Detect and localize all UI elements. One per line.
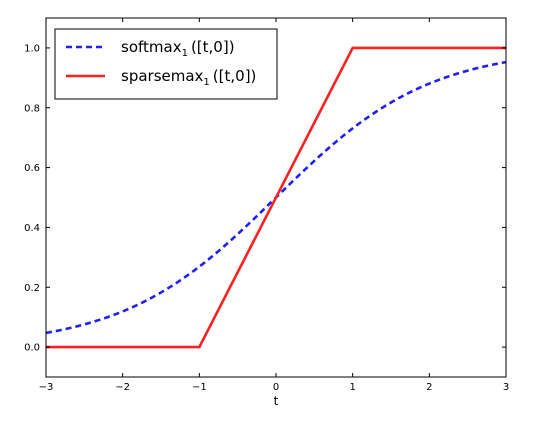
series-line-sparsemax (46, 46, 506, 349)
y-tick-label: 0.8 (24, 103, 40, 114)
x-tick-label: −1 (192, 382, 207, 393)
y-tick-label: 0.0 (24, 343, 40, 354)
y-tick-label: 0.4 (24, 223, 40, 234)
x-tick-label: −2 (115, 382, 130, 393)
y-tick-label: 1.0 (24, 43, 40, 54)
legend-label-sparsemax-sub: 1 (203, 77, 209, 88)
x-axis-label: t (274, 394, 279, 408)
x-tick-label: 2 (426, 382, 432, 393)
legend-label-sparsemax-main: sparsemax (121, 67, 204, 85)
y-tick-label: 0.2 (24, 283, 40, 294)
legend-label-softmax-sub: 1 (182, 48, 188, 59)
x-tick-label: 0 (273, 382, 279, 393)
legend-box (54, 28, 278, 100)
plot-area (46, 46, 506, 349)
legend-label-sparsemax: sparsemax1 ([t,0]) (121, 67, 256, 88)
plot-frame (45, 17, 507, 378)
x-tick-label: 3 (503, 382, 509, 393)
legend-label-softmax: softmax1 ([t,0]) (121, 38, 235, 59)
legend: softmax1 ([t,0]) sparsemax1 ([t,0]) (54, 28, 278, 100)
x-tick-label: 1 (349, 382, 355, 393)
x-tick-label: −3 (39, 382, 54, 393)
y-tick-label: 0.6 (24, 163, 40, 174)
legend-label-sparsemax-args: ([t,0]) (213, 67, 257, 85)
legend-label-softmax-args: ([t,0]) (191, 38, 235, 56)
axis-ticks: −3 −2 −1 0 1 2 3 0.0 0.2 0.4 0.6 0.8 1.0 (24, 18, 509, 393)
axis-labels: t (274, 394, 279, 408)
legend-label-softmax-main: softmax (121, 38, 182, 56)
